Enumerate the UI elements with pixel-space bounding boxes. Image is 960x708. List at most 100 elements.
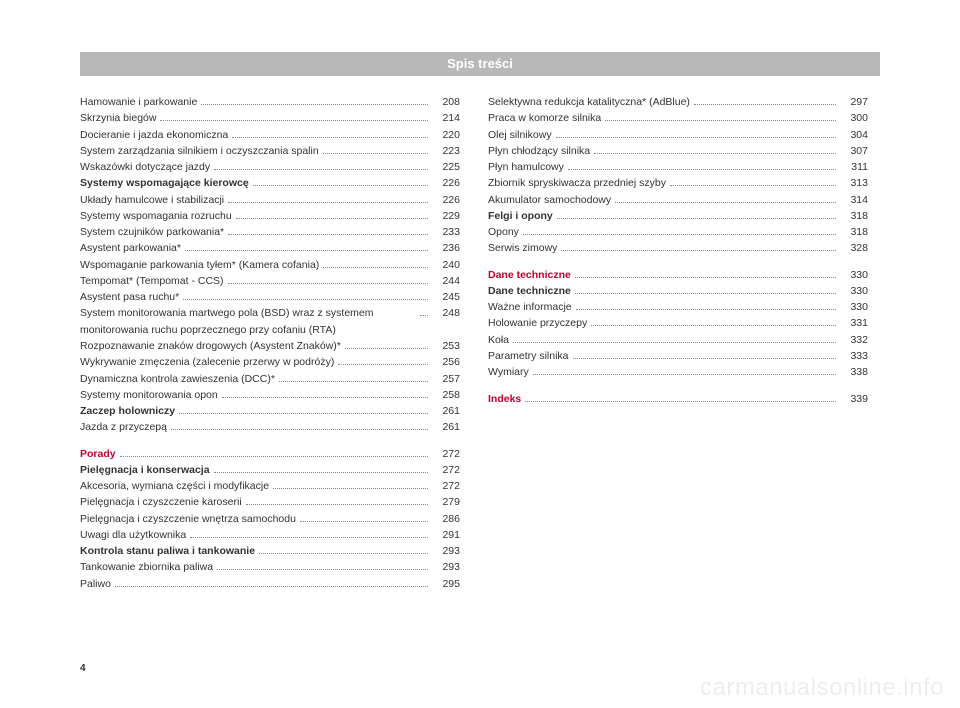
toc-dots: [533, 374, 836, 375]
toc-dots: [561, 250, 836, 251]
toc-dots: [236, 218, 428, 219]
toc-page: 295: [432, 576, 460, 592]
toc-label: Selektywna redukcja katalityczna* (AdBlu…: [488, 94, 690, 110]
toc-label: Asystent pasa ruchu*: [80, 289, 179, 305]
page-content: Spis treści Hamowanie i parkowanie208Skr…: [80, 52, 880, 592]
toc-row: Selektywna redukcja katalityczna* (AdBlu…: [488, 94, 868, 110]
toc-row: Zaczep holowniczy 261: [80, 403, 460, 419]
toc-label: Koła: [488, 332, 509, 348]
toc-page: 314: [840, 192, 868, 208]
toc-label: Akcesoria, wymiana części i modyfikacje: [80, 478, 269, 494]
toc-dots: [185, 250, 428, 251]
toc-page: 225: [432, 159, 460, 175]
toc-dots: [525, 401, 836, 402]
toc-column-2: Selektywna redukcja katalityczna* (AdBlu…: [488, 94, 868, 592]
toc-dots: [556, 137, 836, 138]
toc-label: Akumulator samochodowy: [488, 192, 611, 208]
toc-row: Wykrywanie zmęczenia (zalecenie przerwy …: [80, 354, 460, 370]
toc-row: Skrzynia biegów214: [80, 110, 460, 126]
toc-row: Parametry silnika333: [488, 348, 868, 364]
toc-dots: [232, 137, 428, 138]
toc-dots: [513, 342, 836, 343]
toc-spacer: [488, 381, 868, 391]
toc-page: 318: [840, 208, 868, 224]
toc-row: Dane techniczne330: [488, 267, 868, 283]
toc-page: 318: [840, 224, 868, 240]
toc-dots: [594, 153, 836, 154]
toc-dots: [575, 277, 836, 278]
toc-row: Systemy wspomagające kierowcę226: [80, 175, 460, 191]
toc-dots: [573, 358, 836, 359]
toc-label: Praca w komorze silnika: [488, 110, 601, 126]
toc-dots: [338, 364, 428, 365]
toc-dots: [568, 169, 836, 170]
toc-row: Holowanie przyczepy331: [488, 315, 868, 331]
toc-page: 330: [840, 283, 868, 299]
toc-page: 331: [840, 315, 868, 331]
toc-dots: [279, 381, 428, 382]
toc-row: Tankowanie zbiornika paliwa293: [80, 559, 460, 575]
toc-row: Dynamiczna kontrola zawieszenia (DCC)*25…: [80, 371, 460, 387]
toc-page: 261: [432, 403, 460, 419]
toc-label: System czujników parkowania*: [80, 224, 224, 240]
toc-label: Serwis zimowy: [488, 240, 557, 256]
toc-dots: [179, 413, 428, 414]
toc-page: 293: [432, 559, 460, 575]
toc-row: Zbiornik spryskiwacza przedniej szyby313: [488, 175, 868, 191]
toc-dots: [160, 120, 428, 121]
toc-label: Tempomat* (Tempomat - CCS): [80, 273, 224, 289]
toc-row: Serwis zimowy 328: [488, 240, 868, 256]
toc-label: Wykrywanie zmęczenia (zalecenie przerwy …: [80, 354, 334, 370]
toc-label: Hamowanie i parkowanie: [80, 94, 197, 110]
toc-dots: [420, 315, 428, 316]
toc-label: Zaczep holowniczy: [80, 403, 175, 419]
toc-dots: [523, 234, 836, 235]
toc-dots: [120, 456, 428, 457]
toc-label: Opony: [488, 224, 519, 240]
toc-row: Systemy wspomagania rozruchu229: [80, 208, 460, 224]
toc-label: Asystent parkowania*: [80, 240, 181, 256]
toc-label: Płyn hamulcowy: [488, 159, 564, 175]
toc-row: Porady272: [80, 446, 460, 462]
toc-row: Rozpoznawanie znaków drogowych (Asystent…: [80, 338, 460, 354]
toc-page: 272: [432, 462, 460, 478]
toc-row: Pielęgnacja i czyszczenie karoserii279: [80, 494, 460, 510]
toc-dots: [273, 488, 428, 489]
toc-label: Zbiornik spryskiwacza przedniej szyby: [488, 175, 666, 191]
toc-page: 328: [840, 240, 868, 256]
toc-label: Pielęgnacja i konserwacja: [80, 462, 210, 478]
toc-dots: [323, 267, 428, 268]
toc-page: 245: [432, 289, 460, 305]
toc-page: 248: [432, 305, 460, 321]
toc-label: Układy hamulcowe i stabilizacji: [80, 192, 224, 208]
toc-row: Wymiary338: [488, 364, 868, 380]
toc-page: 333: [840, 348, 868, 364]
watermark: carmanualsonline.info: [700, 674, 944, 702]
toc-page: 330: [840, 299, 868, 315]
toc-label: Felgi i opony: [488, 208, 553, 224]
toc-page: 304: [840, 127, 868, 143]
toc-row: Tempomat* (Tempomat - CCS)244: [80, 273, 460, 289]
toc-row: Asystent parkowania* 236: [80, 240, 460, 256]
toc-label: System zarządzania silnikiem i oczyszcza…: [80, 143, 319, 159]
toc-dots: [217, 569, 428, 570]
toc-row: Uwagi dla użytkownika291: [80, 527, 460, 543]
toc-label: Płyn chłodzący silnika: [488, 143, 590, 159]
toc-row: Akumulator samochodowy 314: [488, 192, 868, 208]
toc-row: Hamowanie i parkowanie208: [80, 94, 460, 110]
toc-page: 307: [840, 143, 868, 159]
toc-page: 272: [432, 446, 460, 462]
toc-row: Płyn chłodzący silnika 307: [488, 143, 868, 159]
toc-page: 240: [432, 257, 460, 273]
toc-label: Pielęgnacja i czyszczenie karoserii: [80, 494, 242, 510]
toc-dots: [214, 169, 428, 170]
toc-label: Skrzynia biegów: [80, 110, 156, 126]
toc-page: 236: [432, 240, 460, 256]
toc-page: 286: [432, 511, 460, 527]
toc-page: 258: [432, 387, 460, 403]
toc-dots: [228, 283, 428, 284]
toc-label: Dynamiczna kontrola zawieszenia (DCC)*: [80, 371, 275, 387]
toc-dots: [345, 348, 428, 349]
toc-dots: [694, 104, 836, 105]
toc-label: Ważne informacje: [488, 299, 572, 315]
